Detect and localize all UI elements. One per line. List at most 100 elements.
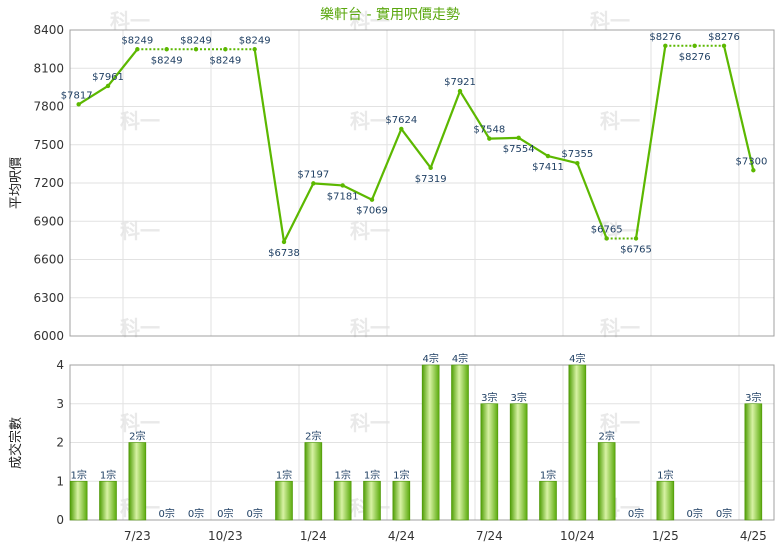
price-line-segment [400, 128, 432, 169]
price-point-label: $7554 [503, 144, 535, 155]
count-y-tick: 1 [56, 474, 64, 488]
count-bar-label: 2宗 [305, 430, 321, 443]
price-point [193, 47, 199, 52]
count-bar-label: 0宗 [217, 507, 233, 520]
count-bar-label: 4宗 [569, 352, 585, 365]
price-point [692, 43, 697, 49]
price-point-label: $7411 [532, 162, 564, 173]
price-y-tick: 8400 [33, 23, 64, 37]
count-bar-label: 4宗 [452, 352, 468, 365]
price-line-segment [283, 182, 315, 243]
price-point-label: $7197 [297, 169, 329, 180]
count-bars: 1宗 1宗 2宗 0宗 0宗 0宗 0宗 1宗 2宗 1宗 1宗 1宗 4宗 4宗 3宗 3宗 1宗 4宗 2宗 0宗… [69, 352, 763, 521]
price-point [487, 136, 492, 141]
price-line-segment [342, 184, 373, 201]
watermark-layer: 科一科一科一科一科一科一科一科一科一科一科一科一科一科一科一科一科一科一 [110, 9, 640, 520]
count-bar [509, 403, 528, 521]
count-bar [568, 364, 587, 521]
price-line-segment [107, 48, 139, 87]
price-point [369, 197, 375, 202]
price-point-label: $7817 [61, 90, 93, 101]
price-point-label: $7921 [444, 77, 476, 88]
price-y-tick: 7200 [33, 176, 64, 190]
count-y-tick: 4 [56, 358, 64, 372]
count-bar-label: 0宗 [188, 507, 204, 520]
price-plot-frame [69, 29, 775, 337]
price-line-segment [313, 182, 343, 187]
price-point [428, 165, 433, 171]
price-line: $7817 $7961 $8249 $8249 $8249 $8249 $8249 $6738… [61, 32, 768, 259]
watermark-text: 科一 [350, 219, 390, 243]
price-point [223, 47, 228, 52]
price-y-tick: 7800 [33, 100, 64, 114]
price-point [663, 43, 668, 49]
count-bar [128, 442, 147, 521]
watermark-text: 科一 [120, 109, 160, 133]
price-point-label: $8249 [180, 35, 212, 46]
price-y-tick: 6900 [33, 214, 64, 228]
count-bar [421, 364, 440, 521]
price-line-segment [722, 45, 755, 171]
watermark-text: 科一 [350, 109, 390, 133]
price-point-label: $8249 [151, 55, 183, 66]
price-point-label: $6765 [620, 244, 652, 255]
watermark-text: 科一 [590, 9, 630, 33]
price-point [545, 153, 551, 159]
count-bar-label: 1宗 [393, 468, 409, 481]
price-point [721, 43, 727, 49]
count-y-tick: 0 [56, 513, 64, 527]
price-line-segment [78, 85, 109, 106]
price-point-label: $7355 [561, 149, 593, 160]
price-point [516, 135, 521, 141]
price-y-tick: 6600 [33, 253, 64, 267]
count-bar-label: 0宗 [158, 507, 174, 520]
price-y-ticks: 6000 6300 6600 6900 7200 7500 7800 8100 8400 [33, 23, 64, 343]
count-bar [539, 480, 557, 521]
watermark-text: 科一 [350, 9, 390, 33]
count-y-tick: 2 [56, 436, 64, 450]
price-y-tick: 6000 [33, 329, 64, 343]
count-bar-label: 3宗 [745, 391, 761, 404]
count-bar-label: 0宗 [628, 507, 644, 520]
price-point [76, 102, 81, 107]
count-bar-label: 2宗 [129, 430, 145, 443]
price-line-segment [634, 45, 667, 239]
count-bar [333, 480, 352, 521]
count-bar [656, 480, 675, 521]
price-point [751, 168, 756, 173]
price-point [135, 47, 140, 52]
count-bar [597, 442, 616, 521]
count-bar [69, 480, 88, 521]
count-bar-label: 0宗 [246, 507, 262, 520]
price-point-label: $8249 [209, 55, 241, 66]
x-tick-label: 7/23 [124, 529, 151, 543]
x-tick-label: 7/24 [476, 529, 503, 543]
count-bar-label: 1宗 [364, 468, 380, 481]
count-bar [744, 403, 763, 521]
price-point-label: $8249 [121, 35, 153, 46]
price-line-segment [489, 136, 519, 140]
price-point-label: $7319 [415, 174, 447, 185]
count-bar [363, 480, 381, 521]
count-bar-label: 1宗 [657, 468, 673, 481]
count-bar [304, 442, 323, 521]
price-line-segment [253, 49, 286, 243]
price-point-label: $6765 [591, 224, 623, 235]
price-line-segment [459, 90, 491, 140]
count-bar-label: 2宗 [598, 430, 614, 443]
price-point-label: $8276 [708, 32, 740, 43]
price-point-label: $6738 [268, 248, 300, 259]
x-tick-label: 4/25 [740, 529, 767, 543]
count-bar-label: 1宗 [276, 468, 292, 481]
price-point [281, 239, 287, 245]
count-y-tick: 3 [56, 397, 64, 411]
price-line-segment [518, 136, 549, 158]
watermark-text: 科一 [120, 219, 160, 243]
price-point-label: $8276 [649, 32, 681, 43]
x-tick-label: 10/23 [208, 529, 243, 543]
price-line-segment [547, 155, 578, 165]
count-bar [99, 480, 117, 521]
price-point [575, 161, 580, 166]
price-point [633, 236, 639, 241]
price-y-tick: 8100 [33, 61, 64, 75]
